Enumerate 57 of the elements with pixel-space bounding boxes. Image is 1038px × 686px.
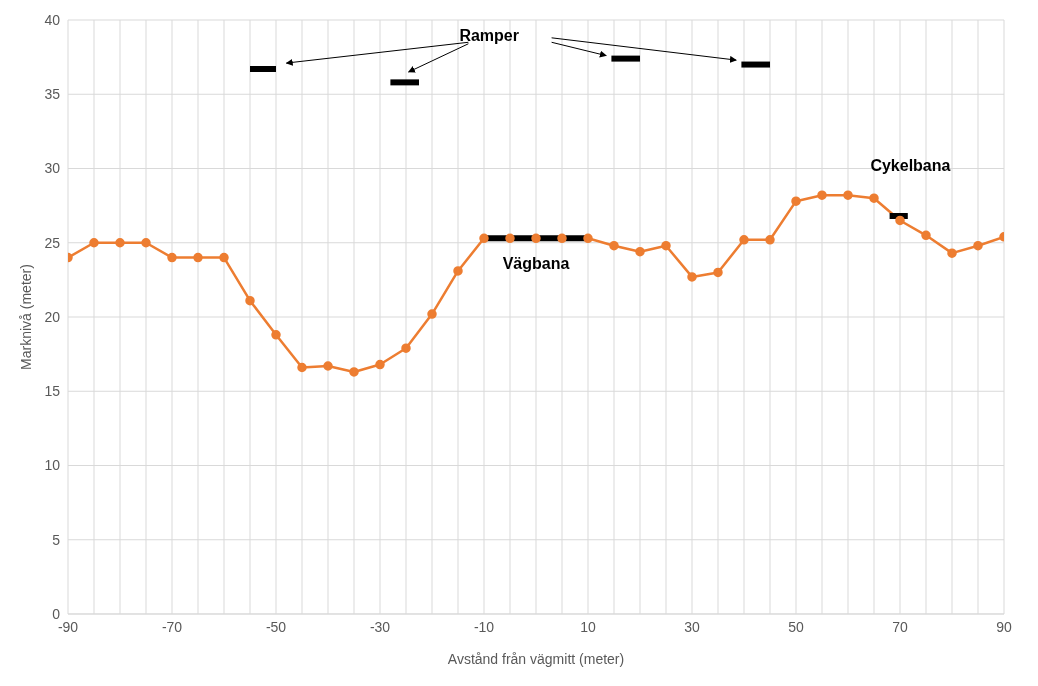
- y-tick-label: 15: [44, 383, 61, 400]
- point: [635, 246, 645, 257]
- point: [791, 196, 801, 206]
- annotation: Ramper: [459, 26, 519, 44]
- point: [349, 367, 359, 377]
- x-tick-label: -50: [265, 618, 287, 635]
- x-tick-label: 70: [892, 618, 908, 635]
- x-tick-label: 30: [684, 618, 700, 635]
- point: [141, 238, 151, 248]
- y-tick-label: 5: [52, 531, 61, 548]
- point: [115, 238, 125, 248]
- point: [609, 240, 619, 251]
- point: [661, 240, 671, 251]
- point: [193, 252, 203, 263]
- point: [271, 330, 281, 340]
- y-tick-label: 30: [44, 160, 61, 177]
- y-tick-label: 10: [44, 457, 61, 474]
- point: [583, 233, 593, 244]
- point: [531, 233, 541, 244]
- point: [245, 295, 255, 306]
- point: [401, 343, 411, 353]
- point: [765, 235, 775, 245]
- point: [375, 359, 385, 370]
- point: [687, 272, 697, 282]
- point: [323, 361, 333, 371]
- point: [167, 252, 177, 263]
- x-tick-label: -70: [161, 618, 183, 635]
- point: [739, 235, 749, 245]
- point: [453, 266, 463, 276]
- point: [89, 238, 99, 248]
- point: [297, 362, 307, 373]
- point: [427, 309, 437, 319]
- y-tick-label: 35: [44, 86, 61, 103]
- y-tick-label: 25: [44, 234, 61, 251]
- point: [895, 215, 905, 226]
- annotation: Cykelbana: [870, 157, 951, 175]
- x-tick-label: 90: [996, 618, 1012, 635]
- point: [713, 267, 723, 278]
- y-tick-label: 40: [44, 11, 61, 28]
- annotation: Vägbana: [502, 255, 570, 273]
- x-tick-label: 10: [580, 618, 596, 635]
- point: [479, 233, 489, 244]
- point: [843, 190, 853, 200]
- x-tick-label: -30: [369, 618, 391, 635]
- x-tick-label: 50: [788, 618, 804, 635]
- point: [505, 233, 515, 244]
- point: [947, 248, 957, 258]
- point: [921, 230, 931, 241]
- point: [557, 233, 567, 244]
- y-axis-title: Marknivå (meter): [17, 264, 34, 370]
- point: [219, 252, 229, 263]
- y-tick-label: 20: [44, 308, 61, 325]
- point: [973, 240, 983, 251]
- point: [869, 193, 879, 203]
- x-tick-label: -10: [473, 618, 495, 635]
- x-axis-title: Avstånd från vägmitt (meter): [447, 651, 625, 667]
- point: [817, 190, 827, 200]
